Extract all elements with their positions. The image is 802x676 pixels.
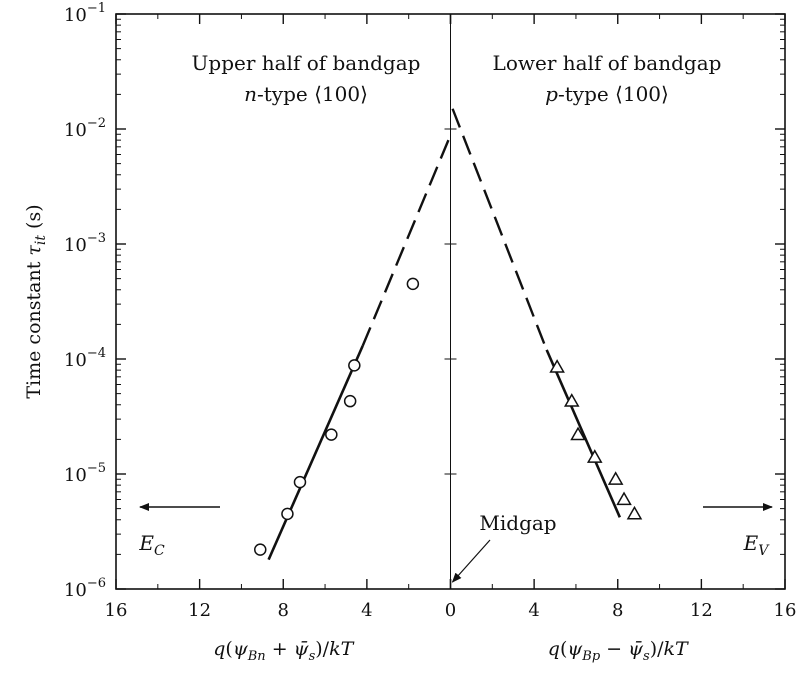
x-tick-label: 16 (105, 600, 128, 621)
y-tick-label: 10−2 (64, 116, 106, 141)
midgap-arrow (451, 539, 491, 583)
data-point-circle (343, 394, 357, 408)
data-point-triangle (570, 426, 586, 441)
y-axis-title-subscript: it (33, 235, 49, 245)
fit-lines (267, 108, 622, 561)
y-tick-exponent: −3 (87, 231, 106, 246)
ev-label: EV (743, 531, 771, 559)
y-tick-label: 10−5 (64, 461, 106, 486)
panel-title-line2: n-type ⟨100⟩ (244, 82, 368, 106)
y-tick-label: 10−3 (64, 231, 106, 256)
y-tick-base: 10 (64, 5, 87, 26)
plot-frame (115, 13, 786, 590)
axes (115, 13, 786, 590)
y-axis-title-unit: (s) (23, 204, 45, 235)
x-tick-label: 16 (774, 600, 797, 621)
data-points (254, 277, 643, 556)
x-tick-label: 8 (278, 600, 289, 621)
x-tick-label: 8 (612, 600, 623, 621)
y-axis-title-text: Time constant (23, 256, 45, 399)
panel-title-line1: Lower half of bandgap (493, 51, 722, 75)
y-tick-exponent: −5 (87, 461, 106, 476)
y-tick-base: 10 (64, 120, 87, 141)
panel-type-orientation: -type ⟨100⟩ (257, 82, 368, 106)
data-point-circle (325, 428, 338, 441)
midgap-label: Midgap (479, 511, 556, 535)
fit-line-n-type (267, 345, 364, 561)
data-point-circle (406, 277, 420, 291)
y-tick-exponent: −1 (87, 1, 106, 16)
x-tick-label: 12 (690, 600, 713, 621)
x-axis-title-left: q(ψBn + ψ̄s)/kT (213, 638, 354, 664)
data-point-triangle (626, 505, 643, 520)
y-axis-title-symbol: τ (23, 245, 45, 256)
y-tick-exponent: −2 (87, 116, 106, 131)
ec-label: EC (138, 531, 165, 559)
data-point-triangle (616, 491, 632, 506)
x-axis-title-right: q(ψBp − ψ̄s)/kT (548, 638, 689, 664)
y-axis-title: Time constant τit (s) (23, 204, 49, 398)
data-point-circle (254, 543, 267, 556)
data-point-triangle (549, 359, 565, 373)
data-point-circle (281, 507, 294, 521)
panel-type-orientation: -type ⟨100⟩ (558, 82, 669, 106)
data-point-triangle (563, 393, 580, 407)
data-point-circle (293, 475, 307, 489)
extrapolation-n-type (361, 139, 450, 347)
y-tick-label: 10−6 (64, 576, 106, 601)
data-point-triangle (607, 471, 624, 485)
panel-type-letter: n (244, 82, 257, 106)
x-tick-label: 4 (528, 600, 539, 621)
y-tick-exponent: −6 (87, 576, 106, 591)
fit-line-p-type (545, 349, 622, 518)
panel-title-line2: p-type ⟨100⟩ (545, 82, 669, 106)
x-tick-label: 4 (361, 600, 372, 621)
x-tick-label: 12 (188, 600, 211, 621)
panel-title-line1: Upper half of bandgap (192, 51, 421, 75)
y-tick-base: 10 (64, 350, 87, 371)
y-tick-base: 10 (64, 465, 87, 486)
y-tick-label: 10−1 (64, 1, 106, 26)
y-tick-exponent: −4 (87, 346, 106, 361)
data-point-triangle (586, 449, 603, 463)
chart-text: 10−610−510−410−310−210−116 12 8 4 0 4 8 12 16Tim… (23, 1, 796, 664)
extrapolation-p-type (451, 108, 548, 351)
y-tick-label: 10−4 (64, 346, 106, 371)
y-tick-base: 10 (64, 580, 87, 601)
panel-type-letter: p (545, 82, 558, 106)
y-tick-base: 10 (64, 235, 87, 256)
data-point-circle (348, 359, 361, 372)
x-tick-label: 0 (445, 600, 456, 621)
